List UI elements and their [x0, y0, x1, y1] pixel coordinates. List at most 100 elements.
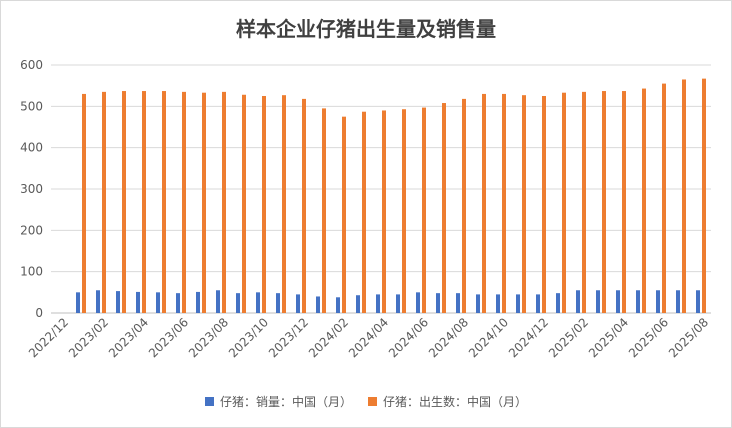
bar-sales [456, 293, 460, 313]
bar-births [662, 83, 666, 313]
bar-births [162, 91, 166, 313]
bar-sales [616, 290, 620, 313]
bar-births [582, 91, 586, 313]
x-tick-label: 2024/08 [426, 315, 471, 360]
bar-births [442, 103, 446, 313]
legend-item-births: 仔猪：出生数：中国（月） [368, 393, 527, 410]
legend-swatch-sales [204, 397, 214, 406]
bar-births [322, 108, 326, 314]
bar-sales [676, 290, 680, 313]
bar-sales [316, 296, 320, 313]
bar-births [142, 91, 146, 313]
bar-births [302, 98, 306, 313]
bar-sales [396, 294, 400, 313]
legend-label-sales: 仔猪：销量：中国（月） [219, 395, 352, 409]
legend-label-births: 仔猪：出生数：中国（月） [383, 395, 528, 409]
bar-births [382, 110, 386, 313]
bar-sales [236, 293, 240, 313]
bar-births [362, 111, 366, 313]
bar-sales [136, 291, 140, 313]
bar-births [82, 93, 86, 313]
gridlines [51, 64, 711, 314]
x-tick-label: 2023/10 [226, 315, 271, 360]
bar-births [562, 92, 566, 314]
bar-sales [96, 290, 100, 313]
bar-sales [176, 293, 180, 313]
bar-sales [656, 290, 660, 313]
bar-sales [76, 292, 80, 313]
bar-sales [116, 291, 120, 313]
bar-births [522, 95, 526, 313]
bar-births [602, 91, 606, 313]
y-tick-label: 200 [20, 223, 43, 237]
x-tick-label: 2024/12 [506, 315, 551, 360]
bar-sales [216, 290, 220, 313]
y-tick-label: 600 [20, 58, 43, 72]
bar-sales [516, 294, 520, 313]
bar-sales [436, 293, 440, 313]
bar-births [642, 88, 646, 313]
x-tick-label: 2023/02 [66, 315, 111, 360]
bar-sales [596, 290, 600, 313]
bar-sales [256, 292, 260, 313]
bar-births [342, 116, 346, 314]
bar-births [542, 96, 546, 313]
bar-sales [156, 292, 160, 313]
x-tick-label: 2023/08 [186, 315, 231, 360]
x-tick-label: 2024/06 [386, 315, 431, 360]
bar-sales [696, 290, 700, 313]
legend: 仔猪：销量：中国（月） 仔猪：出生数：中国（月） [1, 393, 731, 410]
x-tick-label: 2023/12 [266, 315, 311, 360]
y-tick-label: 500 [20, 99, 43, 113]
x-tick-label: 2025/08 [666, 315, 711, 360]
chart-title: 样本企业仔猪出生量及销售量 [236, 17, 496, 41]
x-tick-label: 2024/10 [466, 315, 511, 360]
x-tick-label: 2024/04 [346, 315, 391, 360]
y-tick-label: 400 [20, 141, 43, 155]
bar-sales [416, 292, 420, 313]
x-tick-label: 2025/04 [586, 315, 631, 360]
legend-swatch-births [368, 397, 377, 406]
bar-births [622, 91, 626, 313]
y-tick-label: 300 [20, 182, 43, 196]
x-tick-label: 2025/02 [546, 315, 591, 360]
bar-births [262, 96, 266, 313]
bar-births [182, 91, 186, 313]
bar-sales [196, 291, 200, 313]
bar-sales [496, 294, 500, 313]
bar-births [282, 95, 286, 313]
x-tick-label: 2022/12 [26, 315, 71, 360]
bar-sales [376, 294, 380, 313]
bar-births [422, 107, 426, 313]
bar-sales [636, 290, 640, 313]
x-tick-label: 2025/06 [626, 315, 671, 360]
bar-births [402, 109, 406, 313]
y-tick-label: 100 [20, 265, 43, 279]
x-tick-label: 2023/04 [106, 315, 151, 360]
bar-births [702, 78, 706, 313]
bar-sales [476, 294, 480, 313]
bar-births [222, 91, 226, 313]
bar-sales [556, 293, 560, 313]
x-tick-label: 2023/06 [146, 315, 191, 360]
legend-item-sales: 仔猪：销量：中国（月） [204, 393, 352, 410]
bar-births [462, 98, 466, 313]
bar-sales [276, 293, 280, 313]
y-tick-label: 0 [35, 306, 43, 320]
x-tick-label: 2024/02 [306, 315, 351, 360]
bar-births [682, 79, 686, 313]
bar-sales [336, 297, 340, 313]
bar-sales [296, 294, 300, 313]
bar-births [102, 91, 106, 313]
bar-sales [356, 295, 360, 313]
bar-births [502, 93, 506, 313]
bar-births [122, 91, 126, 313]
bar-births [242, 94, 246, 313]
bar-sales [536, 294, 540, 313]
bar-births [202, 92, 206, 314]
bar-sales [576, 290, 580, 313]
bar-births [482, 93, 486, 313]
bars [76, 78, 706, 314]
